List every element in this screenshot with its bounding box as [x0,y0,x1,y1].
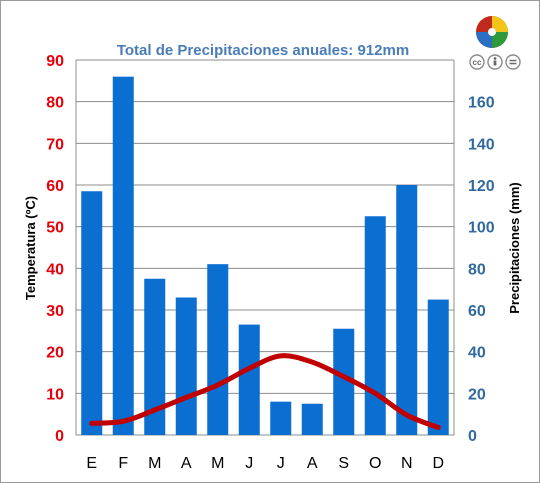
left-tick-label: 80 [46,95,64,112]
right-tick-label: 40 [468,345,486,362]
left-tick-label: 30 [46,303,64,320]
precipitation-bar [175,297,197,435]
precipitation-bar [333,328,355,435]
month-label: M [148,455,161,472]
month-label: F [118,455,128,472]
month-label: N [401,455,413,472]
right-tick-label: 120 [468,178,495,195]
person-icon [487,54,503,70]
chart-title: Total de Precipitaciones anuales: 912mm [117,42,409,59]
gridlines [75,59,455,436]
right-axis-label: Precipitaciones (mm) [507,182,522,314]
precipitation-bar [81,191,103,435]
right-tick-label: 160 [468,95,495,112]
left-axis-label: Temperatura (ºC) [23,196,38,300]
left-axis-ticks: 0 10 20 30 40 50 60 70 80 90 [46,53,64,445]
precipitation-bar [144,278,166,435]
precipitation-bar [112,76,134,436]
right-tick-label: 100 [468,220,495,237]
month-label: S [338,455,349,472]
right-tick-label: 60 [468,303,486,320]
temperature-curve [89,353,441,430]
right-axis-ticks: 0 20 40 60 80 100 120 140 160 [468,95,495,445]
cc-badge-text: cc [473,58,482,67]
temperature-line [89,353,441,430]
month-label: O [369,455,381,472]
precipitation-bar [301,403,323,435]
month-label: D [432,455,444,472]
precipitation-bar [364,216,386,435]
left-tick-label: 90 [46,53,64,70]
left-tick-label: 50 [46,220,64,237]
month-label: E [86,455,97,472]
precipitation-bar [207,264,229,435]
precipitation-bar [396,185,418,435]
left-tick-label: 40 [46,261,64,278]
month-label: A [307,455,318,472]
month-label: J [277,455,285,472]
month-label: M [211,455,224,472]
precipitation-bars [81,76,449,436]
puzzle-logo-icon [476,16,508,48]
month-label: J [245,455,253,472]
precipitation-bar [270,401,292,435]
right-tick-label: 20 [468,386,486,403]
left-tick-label: 10 [46,386,64,403]
left-tick-label: 0 [55,428,64,445]
precipitation-bar [238,324,260,435]
left-tick-label: 60 [46,178,64,195]
right-tick-label: 80 [468,261,486,278]
right-tick-label: 140 [468,136,495,153]
equals-icon [505,54,521,70]
right-tick-label: 0 [468,428,477,445]
cc-badge: cc [469,54,485,70]
precipitation-bar [427,299,449,435]
left-tick-label: 20 [46,345,64,362]
left-tick-label: 70 [46,136,64,153]
month-label: A [181,455,192,472]
